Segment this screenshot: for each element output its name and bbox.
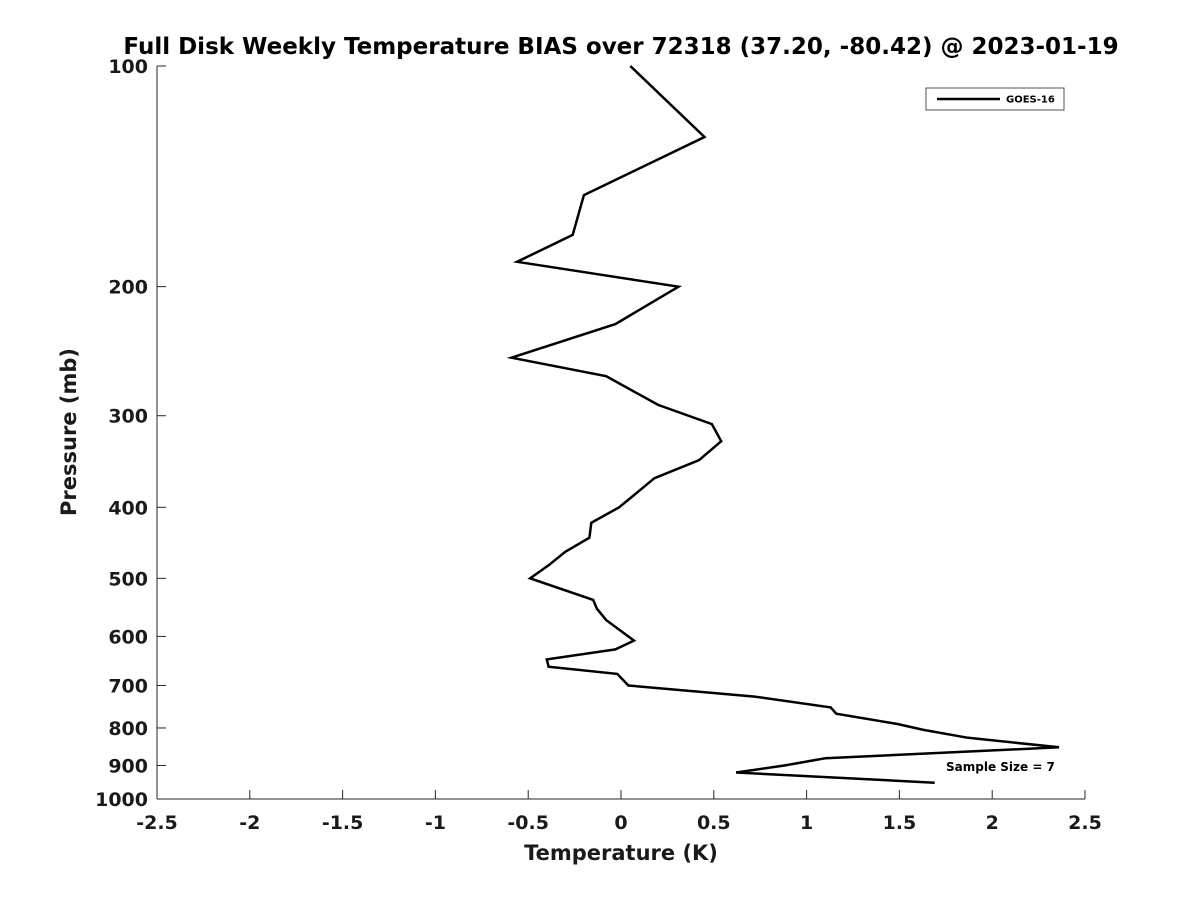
y-axis-ticks: 100 200 300 400 500 600 700 800 900 1000 xyxy=(95,56,166,811)
y-tick-label: 600 xyxy=(108,626,148,648)
x-tick-label: 2 xyxy=(986,812,999,834)
x-tick-label: 1.5 xyxy=(883,812,917,834)
y-axis-label: Pressure (mb) xyxy=(57,348,81,516)
x-axis-label: Temperature (K) xyxy=(524,841,718,865)
x-tick-label: -1 xyxy=(425,812,446,834)
y-tick-label: 800 xyxy=(108,718,148,740)
x-axis-ticks: -2.5 -2 -1.5 -1 -0.5 0 0.5 1 1.5 2 2.5 xyxy=(136,790,1102,834)
y-tick-label: 1000 xyxy=(95,789,148,811)
x-tick-label: -2.5 xyxy=(136,812,178,834)
y-tick-label: 500 xyxy=(108,568,148,590)
series-points xyxy=(511,66,1059,783)
x-tick-label: -1.5 xyxy=(322,812,364,834)
chart-title: Full Disk Weekly Temperature BIAS over 7… xyxy=(123,34,1118,60)
legend: GOES-16 xyxy=(925,87,1065,111)
x-tick-label: -0.5 xyxy=(507,812,549,834)
x-tick-label: -2 xyxy=(239,812,260,834)
sample-size-annotation: Sample Size = 7 xyxy=(946,760,1055,774)
x-tick-label: 0.5 xyxy=(697,812,731,834)
y-tick-label: 100 xyxy=(108,56,148,78)
series-line-goes16 xyxy=(506,65,1060,784)
x-tick-label: 0 xyxy=(614,812,627,834)
y-tick-label: 200 xyxy=(108,277,148,299)
y-tick-label: 300 xyxy=(108,406,148,428)
x-tick-label: 2.5 xyxy=(1068,812,1102,834)
x-tick-label: 1 xyxy=(800,812,813,834)
y-tick-label: 700 xyxy=(108,675,148,697)
y-tick-label: 900 xyxy=(108,755,148,777)
y-tick-label: 400 xyxy=(108,497,148,519)
legend-label: GOES-16 xyxy=(1006,95,1055,106)
